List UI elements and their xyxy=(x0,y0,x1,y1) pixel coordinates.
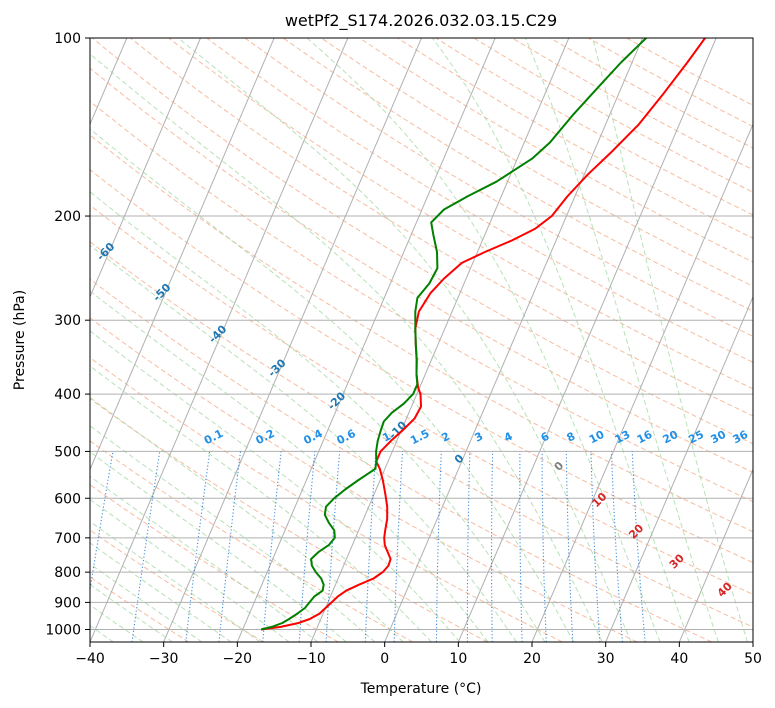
dry-adiabat-line xyxy=(168,38,753,390)
mixing-ratio-label: 10 xyxy=(587,428,607,447)
dry-adiabat-line xyxy=(130,38,753,417)
y-axis: 1000 900 800 700 600 500 400 300 200 100 xyxy=(45,31,90,638)
isotherm-line xyxy=(531,123,753,642)
dry-adiabat-line xyxy=(90,100,753,503)
mixing-ratio-line xyxy=(262,451,282,642)
moist-adiabat-line xyxy=(90,244,517,642)
mixing-ratio-label: 25 xyxy=(686,428,706,447)
dry-adiabat-line xyxy=(90,529,264,642)
x-tick-label: 30 xyxy=(597,651,615,667)
x-tick-label: −20 xyxy=(223,651,253,667)
dry-adiabat-line xyxy=(90,357,563,642)
moist-adiabat-line xyxy=(90,290,489,642)
temperature-line xyxy=(260,38,706,631)
y-tick-label: 500 xyxy=(54,444,81,460)
dry-adiabat-line xyxy=(90,484,339,642)
moist-adiabat-line xyxy=(90,583,173,642)
isotherm-line xyxy=(310,38,570,642)
dry-adiabat-line xyxy=(90,398,488,642)
mixing-ratio-line xyxy=(185,451,211,642)
mixing-ratio-label: 20 xyxy=(661,428,681,447)
chart-title: wetPf2_S174.2026.032.03.15.C29 xyxy=(285,11,557,31)
x-tick-label: 0 xyxy=(380,651,389,667)
mixing-ratio-label: 16 xyxy=(635,428,655,447)
mixing-ratio-label: 30 xyxy=(708,428,728,447)
dry-adiabat-line xyxy=(206,38,753,363)
moist-adiabat-line xyxy=(90,53,603,642)
y-tick-label: 600 xyxy=(54,491,81,507)
dry-adiabat-line xyxy=(90,204,753,595)
mixing-ratio-label: 13 xyxy=(613,428,633,447)
y-tick-label: 100 xyxy=(54,31,81,47)
dry-adiabat-line xyxy=(244,38,753,337)
isotherm-line xyxy=(678,468,753,642)
isotherm-line xyxy=(236,38,496,642)
mixing-ratio-line xyxy=(325,451,341,642)
isotherm-line xyxy=(90,38,349,642)
x-tick-label: 20 xyxy=(523,651,541,667)
x-axis-label: Temperature (°C) xyxy=(360,681,482,697)
mixing-ratio-line xyxy=(90,451,114,594)
x-tick-label: 50 xyxy=(744,651,762,667)
y-tick-label: 700 xyxy=(54,531,81,547)
mixing-ratio-line xyxy=(466,451,471,642)
moist-adiabat-line xyxy=(90,563,203,642)
moist-adiabat-line xyxy=(90,542,232,642)
moist-adiabat-line xyxy=(592,38,748,642)
x-tick-label: −40 xyxy=(75,651,105,667)
moist-adiabat-line xyxy=(90,520,261,642)
y-tick-label: 800 xyxy=(54,565,81,581)
mixing-ratio-line xyxy=(490,451,494,642)
mixing-ratio-label: 36 xyxy=(731,428,751,447)
isotherm-line xyxy=(163,38,422,642)
dry-adiabat-line xyxy=(90,278,712,642)
mixing-ratio-line xyxy=(131,451,161,642)
x-tick-label: −10 xyxy=(296,651,326,667)
sounding-series xyxy=(260,38,706,631)
mixing-ratio-line xyxy=(590,451,601,642)
isotherm-line xyxy=(90,38,201,299)
mixing-ratio-line xyxy=(218,451,242,642)
dry-adiabat-line xyxy=(90,67,753,473)
mixing-ratio-line xyxy=(610,451,623,642)
x-tick-label: 40 xyxy=(670,651,688,667)
y-tick-label: 400 xyxy=(54,387,81,403)
moist-adiabat-line xyxy=(90,451,347,642)
moist-adiabat-line xyxy=(90,365,432,642)
x-tick-label: −30 xyxy=(149,651,179,667)
y-tick-label: 900 xyxy=(54,595,81,611)
isotherm-line xyxy=(457,38,717,642)
isotherm-line xyxy=(90,38,275,471)
x-tick-label: 10 xyxy=(449,651,467,667)
dry-adiabat-line xyxy=(90,134,753,533)
y-tick-label: 200 xyxy=(54,209,81,225)
dry-adiabat-line xyxy=(90,241,753,628)
dry-adiabat-line xyxy=(90,169,753,564)
y-tick-label: 300 xyxy=(54,313,81,329)
mixing-ratio-line xyxy=(298,451,316,642)
moist-adiabat-line xyxy=(431,38,690,642)
moist-adiabat-line xyxy=(90,128,575,642)
dewpoint-line xyxy=(260,38,647,631)
isotherm-line xyxy=(384,38,643,642)
y-tick-label: 1000 xyxy=(45,622,81,638)
moist-adiabat-line xyxy=(90,330,461,642)
moist-adiabat-line xyxy=(90,191,546,642)
y-axis-label: Pressure (hPa) xyxy=(12,290,28,390)
mixing-ratio-line xyxy=(631,451,646,642)
moist-adiabat-line xyxy=(524,38,719,642)
moist-adiabat-line xyxy=(90,425,376,642)
plot-frame xyxy=(89,37,754,643)
x-axis: −40 −30 −20 −10 0 10 20 30 40 50 xyxy=(75,642,762,667)
isotherm-line xyxy=(605,295,753,642)
